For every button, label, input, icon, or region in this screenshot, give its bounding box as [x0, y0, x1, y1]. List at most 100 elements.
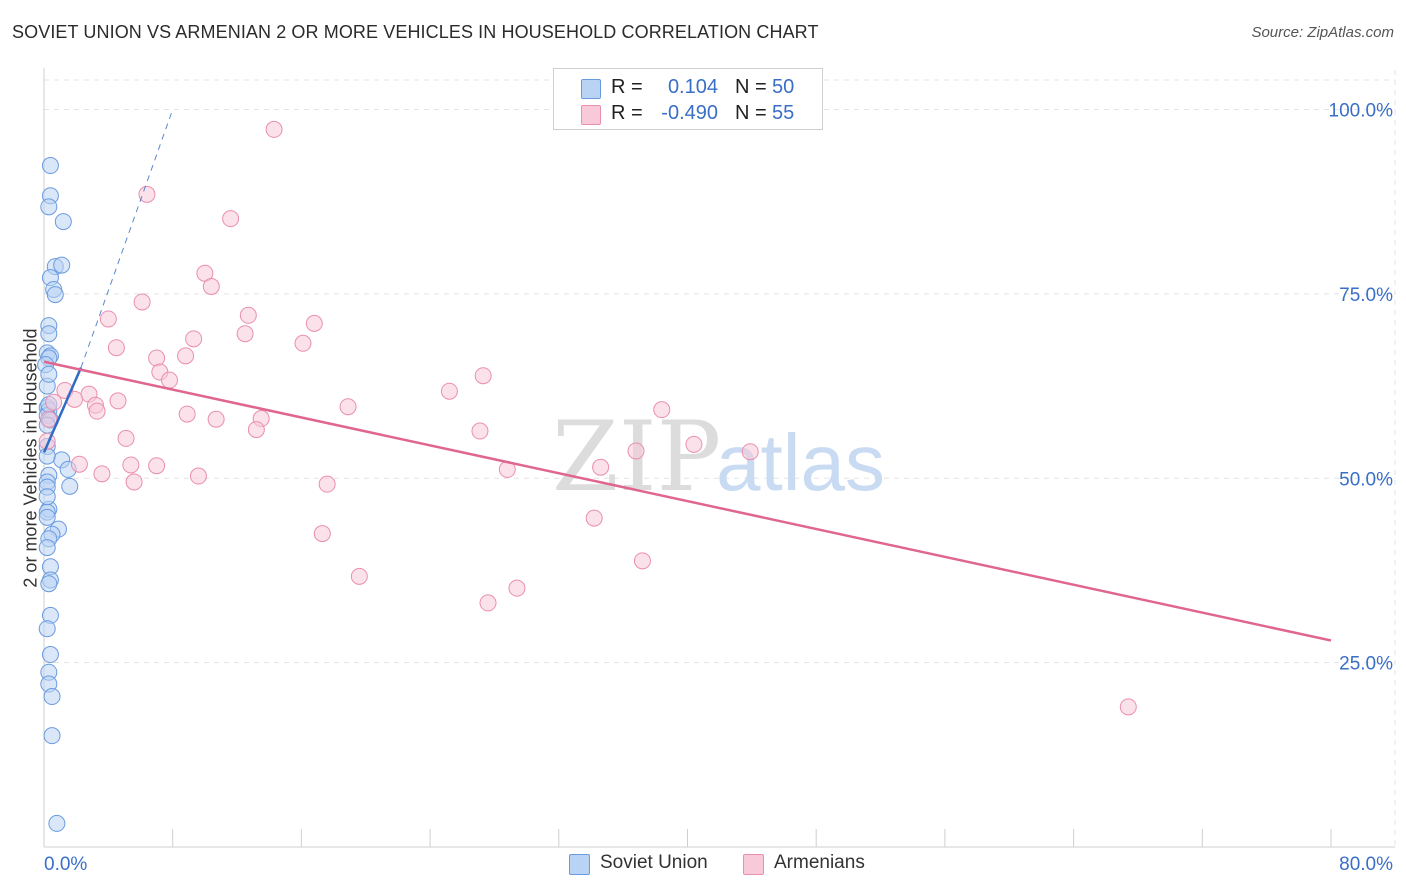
r-value: -0.490	[661, 102, 718, 124]
armenian-point	[440, 382, 458, 400]
armenian-point	[148, 457, 166, 475]
armenian-point	[592, 458, 610, 476]
points-layer	[37, 120, 1137, 832]
armenian-point	[479, 594, 497, 612]
armenian-point	[318, 475, 336, 493]
armenian-point	[207, 410, 225, 428]
tick-labels: 25.0% 50.0% 75.0% 100.0% 0.0% 80.0%	[44, 101, 1393, 876]
armenian-point	[247, 421, 265, 439]
armenian-point	[350, 567, 368, 585]
armenian-point	[93, 465, 111, 483]
soviet-point	[38, 508, 56, 526]
armenian-point	[265, 120, 283, 138]
soviet-swatch-icon	[569, 854, 590, 875]
r-value: 0.104	[667, 76, 718, 98]
armenian-point	[117, 429, 135, 447]
armenian-point	[313, 525, 331, 543]
soviet-point	[43, 688, 61, 706]
soviet-point	[40, 575, 58, 593]
soviet-point	[40, 325, 58, 343]
armenian-trend-line	[43, 360, 1332, 642]
armenian-point	[148, 349, 166, 367]
y-tick-label: 50.0%	[1339, 469, 1393, 490]
armenian-point	[471, 422, 489, 440]
armenian-point	[508, 579, 526, 597]
armenian-point	[239, 306, 257, 324]
armenian-point	[125, 473, 143, 491]
armenian-swatch-icon	[581, 105, 601, 125]
n-value: 50	[772, 76, 795, 98]
soviet-point	[38, 620, 56, 638]
armenian-point	[107, 339, 125, 357]
soviet-point	[54, 213, 72, 231]
y-tick-label: 100.0%	[1329, 101, 1394, 122]
source-credit: Source: ZipAtlas.com	[1251, 24, 1394, 41]
correlation-legend: R = 0.104 N = 50 R = -0.490 N = 55	[553, 68, 823, 130]
armenian-swatch-icon	[743, 854, 764, 875]
armenian-point	[178, 405, 196, 423]
soviet-trend-extension	[80, 109, 174, 368]
legend-label: Soviet Union	[600, 852, 708, 873]
soviet-point	[38, 488, 56, 506]
n-value: 55	[772, 102, 795, 124]
legend-row-armenian: R = -0.490 N = 55	[554, 102, 824, 128]
armenian-point	[627, 442, 645, 460]
soviet-point	[40, 198, 58, 216]
armenian-point	[294, 334, 312, 352]
armenian-point	[40, 410, 58, 428]
armenian-point	[70, 455, 88, 473]
armenian-point	[138, 185, 156, 203]
y-tick-label: 75.0%	[1339, 285, 1393, 306]
armenian-point	[685, 435, 703, 453]
armenian-point	[133, 293, 151, 311]
soviet-trend-line	[42, 367, 83, 453]
armenian-point	[1119, 698, 1137, 716]
armenian-point	[189, 467, 207, 485]
armenian-point	[585, 509, 603, 527]
armenian-point	[339, 398, 357, 416]
chart-title: SOVIET UNION VS ARMENIAN 2 OR MORE VEHIC…	[12, 22, 819, 42]
armenian-point	[222, 210, 240, 228]
armenian-point	[45, 393, 63, 411]
armenian-point	[99, 310, 117, 328]
soviet-point	[40, 365, 58, 383]
watermark-atlas: atlas	[716, 418, 885, 507]
x-tick-label: 80.0%	[1339, 854, 1393, 875]
legend-row-soviet: R = 0.104 N = 50	[554, 76, 824, 102]
armenian-point	[122, 456, 140, 474]
soviet-point	[61, 477, 79, 495]
legend-label: Armenians	[774, 852, 865, 873]
soviet-point	[53, 256, 71, 274]
soviet-point	[48, 814, 66, 832]
armenian-point	[653, 401, 671, 419]
armenian-point	[185, 330, 203, 348]
armenian-point	[109, 392, 127, 410]
soviet-point	[46, 286, 64, 304]
armenian-point	[160, 371, 178, 389]
armenian-point	[202, 278, 220, 295]
armenian-point	[633, 552, 651, 570]
soviet-point	[43, 727, 61, 745]
soviet-swatch-icon	[581, 79, 601, 99]
y-axis-label: 2 or more Vehicles in Household	[20, 328, 41, 588]
watermark: ZIP atlas	[552, 401, 885, 513]
r-label: R =	[611, 76, 643, 98]
soviet-point	[41, 646, 59, 664]
armenian-point	[305, 314, 323, 332]
x-tick-label: 0.0%	[44, 854, 87, 875]
armenian-point	[741, 443, 759, 461]
soviet-point	[38, 539, 56, 557]
soviet-point	[38, 447, 56, 465]
armenian-point	[88, 402, 106, 420]
n-label: N =	[735, 102, 767, 124]
n-label: N =	[735, 76, 767, 98]
armenian-point	[177, 347, 195, 365]
trend-layer	[42, 109, 1332, 642]
y-tick-label: 25.0%	[1339, 654, 1393, 675]
armenian-point	[474, 367, 492, 385]
armenian-point	[236, 325, 254, 343]
series-legend: Soviet Union Armenians	[0, 852, 1406, 876]
r-label: R =	[611, 102, 643, 124]
soviet-point	[41, 157, 59, 175]
